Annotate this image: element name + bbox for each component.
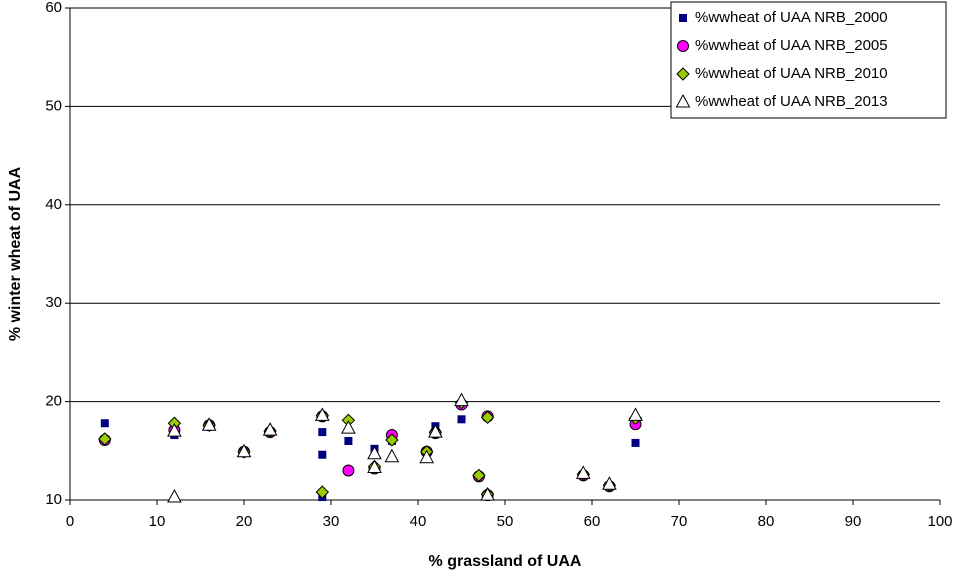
point <box>428 424 443 438</box>
point <box>262 422 278 436</box>
point <box>341 420 356 434</box>
legend-marker <box>675 93 691 108</box>
legend-marker <box>679 14 687 22</box>
y-tick-label: 10 <box>45 491 62 508</box>
point <box>472 468 486 483</box>
point <box>98 432 112 446</box>
point <box>631 438 640 447</box>
point <box>100 419 109 428</box>
point <box>419 449 435 464</box>
point <box>628 407 643 421</box>
point <box>318 450 327 459</box>
point <box>384 448 400 463</box>
point <box>167 423 182 437</box>
legend-label: %wwheat of UAA NRB_2005 <box>695 37 888 54</box>
x-tick-label: 40 <box>410 513 427 530</box>
y-tick-label: 60 <box>45 0 62 16</box>
point <box>602 476 617 490</box>
point <box>385 433 399 447</box>
x-tick-label: 50 <box>497 513 514 530</box>
x-tick-label: 70 <box>671 513 688 530</box>
x-tick-label: 30 <box>323 513 340 530</box>
x-tick-label: 60 <box>584 513 601 530</box>
y-tick-label: 20 <box>45 393 62 410</box>
point <box>314 407 330 421</box>
x-tick-label: 80 <box>758 513 775 530</box>
point <box>167 488 182 503</box>
x-axis-title: % grassland of UAA <box>429 553 582 570</box>
point <box>457 415 466 424</box>
point <box>575 465 591 479</box>
legend-label: %wwheat of UAA NRB_2010 <box>695 65 888 82</box>
point <box>318 428 327 437</box>
point <box>480 410 495 425</box>
y-tick-label: 30 <box>45 294 62 311</box>
x-tick-label: 100 <box>927 513 952 530</box>
legend-marker <box>677 40 689 52</box>
point <box>201 417 217 431</box>
x-tick-label: 10 <box>149 513 166 530</box>
y-tick-label: 40 <box>45 196 62 213</box>
point <box>236 443 252 458</box>
x-tick-label: 0 <box>66 513 74 530</box>
legend-marker <box>676 67 690 81</box>
point <box>454 392 469 407</box>
y-tick-label: 50 <box>45 97 62 114</box>
legend-label: %wwheat of UAA NRB_2000 <box>695 9 888 26</box>
point <box>367 459 382 474</box>
point <box>344 436 353 445</box>
legend-label: %wwheat of UAA NRB_2013 <box>695 93 888 110</box>
y-axis-title: % winter wheat of UAA <box>7 166 24 341</box>
x-tick-label: 90 <box>845 513 862 530</box>
x-tick-label: 20 <box>236 513 253 530</box>
point <box>367 445 382 460</box>
point <box>342 464 355 477</box>
point <box>480 487 495 501</box>
legend-box <box>670 1 947 119</box>
point <box>315 485 330 499</box>
